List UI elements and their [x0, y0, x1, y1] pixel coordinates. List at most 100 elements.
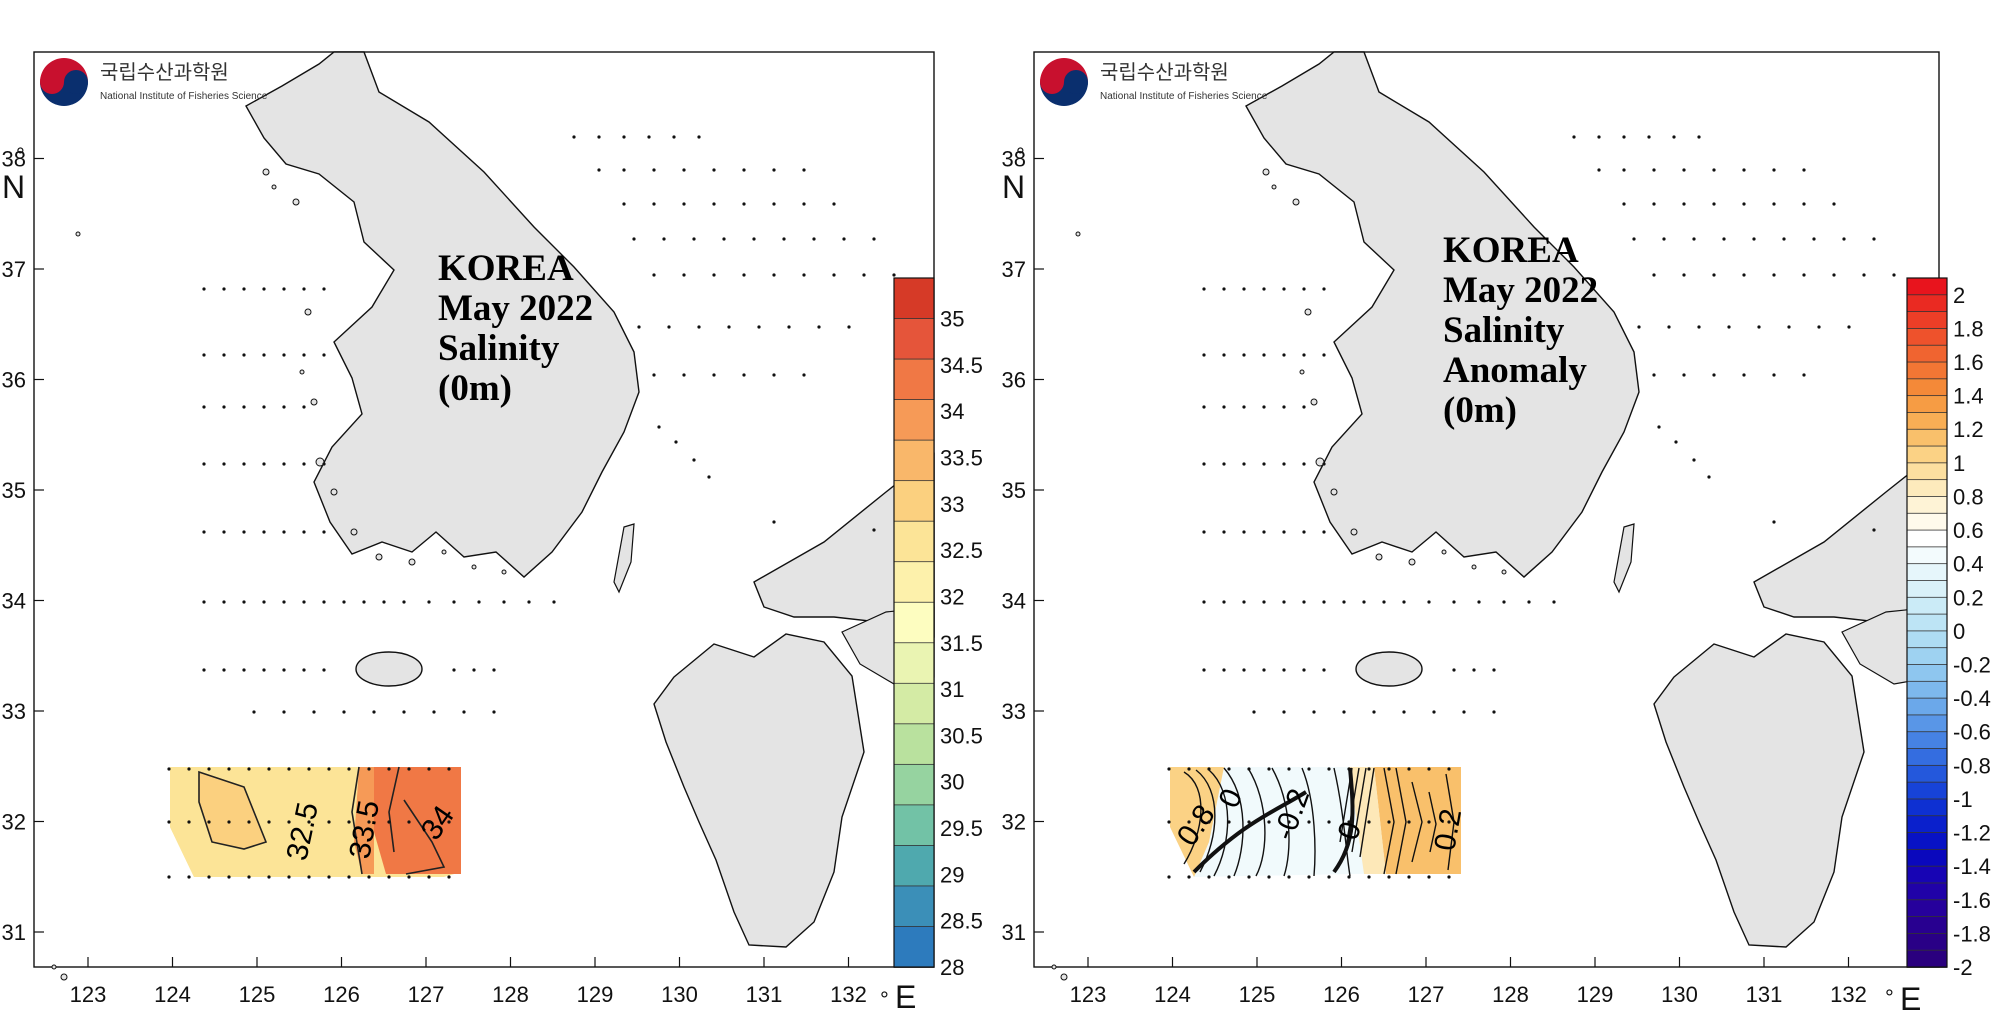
colorbar-swatch — [1906, 344, 1948, 363]
colorbar-label: -0.6 — [1953, 720, 1991, 745]
nifs-logo: 국립수산과학원 National Institute of Fisheries … — [37, 55, 268, 109]
x-tick-label: 126 — [1323, 982, 1360, 1007]
colorbar-swatch — [1906, 731, 1948, 750]
salinity-panel: 32.5 33.5 34 국립수산과학원 National Institute … — [33, 51, 983, 981]
x-tick-label: 125 — [1239, 982, 1276, 1007]
y-tick-label: 35 — [2, 478, 26, 503]
y-tick-label: 32 — [1002, 810, 1026, 835]
colorbar-label: -0.4 — [1953, 686, 1991, 711]
colorbar-swatch — [1906, 680, 1948, 700]
nifs-logo: 국립수산과학원 National Institute of Fisheries … — [1038, 56, 1268, 108]
title-line-variable: Salinity — [1443, 310, 1565, 351]
x-tick-label: 124 — [154, 982, 191, 1007]
logo-korean-name: 국립수산과학원 — [100, 60, 229, 84]
colorbar-swatch — [1906, 832, 1948, 851]
colorbar-swatch — [1906, 916, 1948, 935]
colorbar-label: 33 — [940, 492, 964, 517]
colorbar-label: -1.8 — [1953, 921, 1991, 946]
colorbar-label: -1.2 — [1953, 821, 1991, 846]
colorbar-swatch — [893, 642, 935, 685]
colorbar-swatch — [1906, 479, 1948, 498]
colorbar-swatch — [1906, 764, 1948, 784]
colorbar-label: 0.6 — [1953, 518, 1984, 543]
colorbar-label: 29.5 — [940, 816, 983, 841]
colorbar-frame — [1906, 277, 1948, 968]
colorbar-swatch — [893, 601, 935, 644]
colorbar-swatch — [1906, 512, 1948, 531]
colorbar-swatch — [893, 561, 935, 604]
colorbar-swatch — [1906, 361, 1948, 380]
colorbar-swatch — [893, 358, 935, 401]
colorbar-frame — [893, 277, 935, 968]
contour-label-0-2: 0.2 — [1428, 806, 1468, 853]
colorbar-label: 2 — [1953, 283, 1965, 308]
y-tick-label: 35 — [1002, 478, 1026, 503]
map-title: KOREA May 2022 Salinity (0m) — [438, 248, 593, 409]
colorbar-label: 34 — [940, 399, 964, 424]
y-tick-label: 31 — [1002, 920, 1026, 945]
x-tick-label: 127 — [408, 982, 445, 1007]
colorbar-label: 35 — [940, 307, 964, 332]
salinity-contour-patch — [170, 766, 461, 877]
colorbar-swatch — [1906, 865, 1948, 884]
colorbar-swatch — [893, 439, 935, 482]
x-tick-label: 125 — [239, 982, 276, 1007]
colorbar-swatch — [1906, 412, 1948, 431]
colorbar-swatch — [1906, 630, 1948, 649]
y-tick-label: 33 — [1002, 699, 1026, 724]
colorbar-swatch — [1906, 428, 1948, 447]
x-axis-unit: E — [1900, 981, 1921, 1017]
colorbar-swatch — [1906, 647, 1948, 666]
x-tick-label: 131 — [1746, 982, 1783, 1007]
y-tick-label: 36 — [2, 368, 26, 393]
y-tick-label: 37 — [1002, 257, 1026, 282]
colorbar-swatch — [1906, 781, 1948, 800]
logo-korean-name: 국립수산과학원 — [1100, 60, 1229, 84]
colorbar-swatch — [893, 520, 935, 563]
anomaly-y-axis: 31 32 33 34 35 36 37 38 — [1002, 147, 1044, 945]
colorbar-swatch — [1906, 580, 1948, 599]
colorbar-label: 1.8 — [1953, 316, 1984, 341]
y-tick-label: 38 — [2, 147, 26, 172]
colorbar-swatch — [1906, 563, 1948, 582]
colorbar-label: 1.4 — [1953, 384, 1984, 409]
y-tick-label: 32 — [2, 810, 26, 835]
x-tick-label: 128 — [492, 982, 529, 1007]
colorbar-swatch — [893, 682, 935, 725]
colorbar-label: 34.5 — [940, 353, 983, 378]
y-tick-label: 33 — [2, 699, 26, 724]
salinity-colorbar: 35 34.5 34 33.5 33 32.5 32 31.5 31 30.5 30 29.5 29 28… — [893, 277, 983, 980]
title-line-depth: (0m) — [1443, 390, 1517, 431]
x-tick-label: 123 — [1070, 982, 1107, 1007]
logo-english-name: National Institute of Fisheries Science — [100, 91, 268, 102]
colorbar-label: -1.6 — [1953, 888, 1991, 913]
y-axis-unit: N — [2, 169, 25, 205]
colorbar-label: 31 — [940, 677, 964, 702]
colorbar-label: 32 — [940, 584, 964, 609]
colorbar-label: 0.4 — [1953, 552, 1984, 577]
colorbar-swatch — [893, 277, 935, 320]
colorbar-swatch — [893, 885, 935, 928]
colorbar-label: 28 — [940, 955, 964, 980]
x-tick-label: 131 — [746, 982, 783, 1007]
colorbar-swatch — [1906, 445, 1948, 464]
colorbar-swatch — [1906, 714, 1948, 733]
colorbar-swatch — [893, 763, 935, 806]
colorbar-swatch — [1906, 798, 1948, 817]
colorbar-label: -0.8 — [1953, 753, 1991, 778]
y-tick-label: 34 — [2, 589, 26, 614]
colorbar-label: 30 — [940, 770, 964, 795]
colorbar-swatch — [1906, 848, 1948, 868]
colorbar-swatch — [893, 318, 935, 360]
y-tick-label: 31 — [2, 920, 26, 945]
degree-mark-y: ° — [1016, 143, 1025, 168]
y-axis-unit: N — [1002, 169, 1025, 205]
colorbar-swatch — [1906, 949, 1948, 968]
colorbar-swatch — [1906, 311, 1948, 330]
y-tick-label: 37 — [2, 257, 26, 282]
anomaly-panel: 0.8 0 -0.2 0.2 0 국립수산과학원 National Instit… — [1033, 51, 1991, 981]
colorbar-label: 33.5 — [940, 445, 983, 470]
anomaly-x-axis: 123 124 125 126 127 128 129 130 131 132 — [1070, 957, 1867, 1007]
anomaly-colorbar: 2 1.8 1.6 1.4 1.2 1 0.8 0.6 0.4 0.2 0 -0.2 -0.4 -0.6 -… — [1906, 277, 1991, 980]
